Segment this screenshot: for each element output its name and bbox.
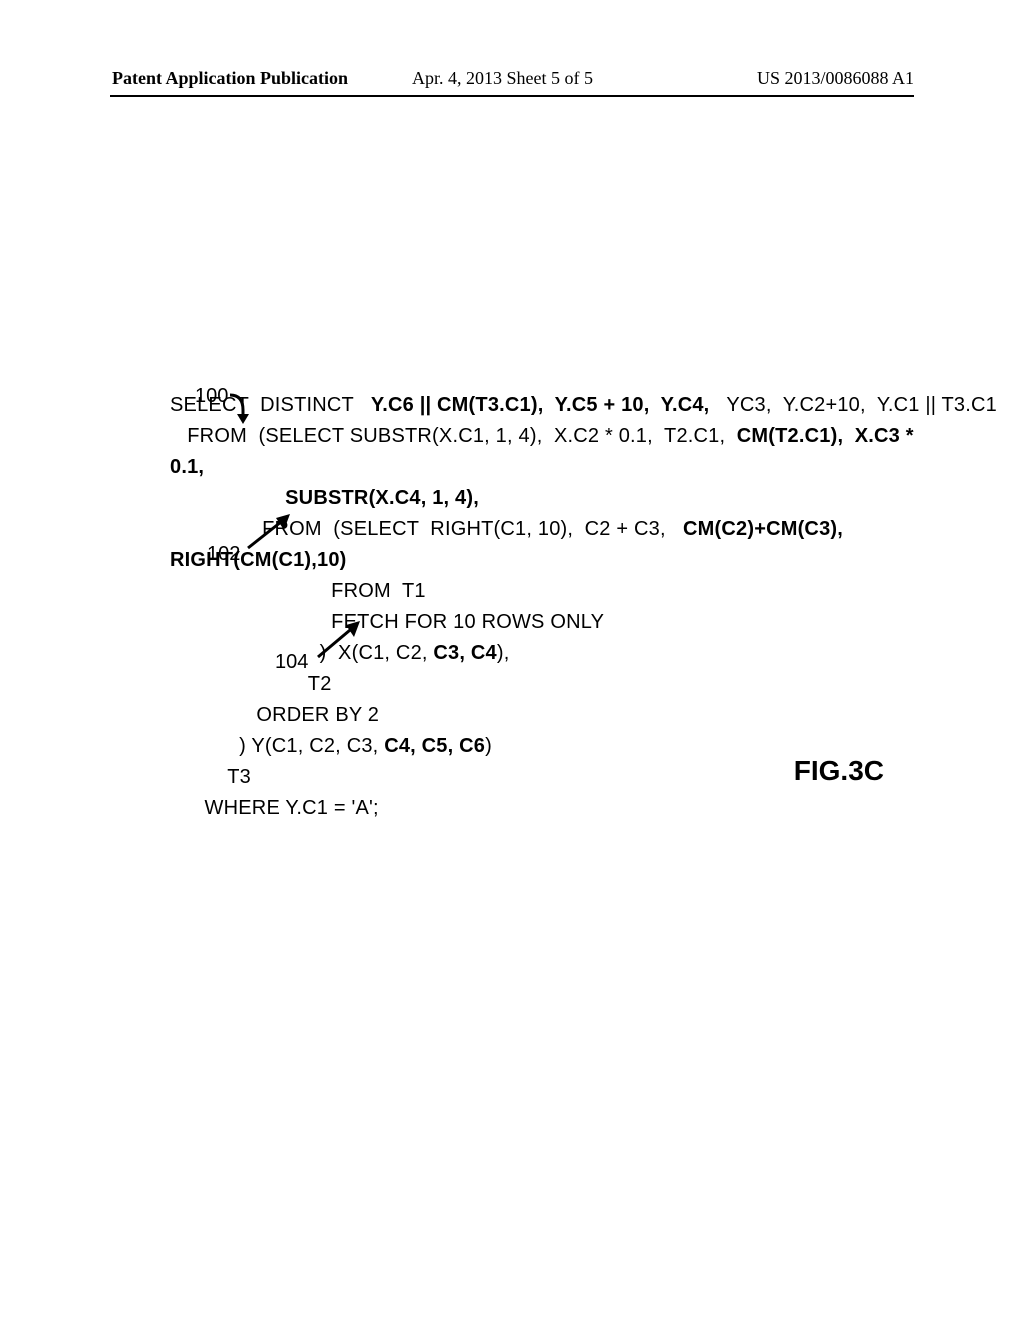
sql-line-14: WHERE Y.C1 = 'A'; xyxy=(170,793,934,824)
t: Y.C6 || CM(T3.C1), Y.C5 + 10, Y.C4, xyxy=(371,394,710,416)
t: YC3, Y.C2+10, Y.C1 || T3.C1 xyxy=(709,394,997,416)
t: FROM (SELECT RIGHT(C1, 10), C2 + C3, xyxy=(170,518,683,540)
t: C3, C4 xyxy=(433,642,496,664)
t: ) X(C1, C2, xyxy=(170,642,433,664)
page: Patent Application Publication Apr. 4, 2… xyxy=(0,0,1024,1320)
t: CM(C2)+CM(C3), xyxy=(683,518,843,540)
sql-line-11: ORDER BY 2 xyxy=(170,700,934,731)
sql-line-7: FROM T1 xyxy=(170,576,934,607)
sql-line-8: FETCH FOR 10 ROWS ONLY xyxy=(170,607,934,638)
sql-line-1: SELECT DISTINCT Y.C6 || CM(T3.C1), Y.C5 … xyxy=(170,390,934,421)
sql-line-10: T2 xyxy=(170,669,934,700)
sql-line-6: RIGHT(CM(C1),10) xyxy=(170,545,934,576)
t: CM(T2.C1), X.C3 * xyxy=(737,425,914,447)
t: FROM (SELECT SUBSTR(X.C1, 1, 4), X.C2 * … xyxy=(170,425,737,447)
t: SELECT DISTINCT xyxy=(170,394,371,416)
sql-line-4: SUBSTR(X.C4, 1, 4), xyxy=(170,483,934,514)
sql-line-5: FROM (SELECT RIGHT(C1, 10), C2 + C3, CM(… xyxy=(170,514,934,545)
sql-line-3: 0.1, xyxy=(170,452,934,483)
t: ), xyxy=(497,642,510,664)
sql-line-9: ) X(C1, C2, C3, C4), xyxy=(170,638,934,669)
t: ) xyxy=(485,735,492,757)
figure-label: FIG.3C xyxy=(794,755,884,787)
t: SUBSTR(X.C4, 1, 4), xyxy=(285,487,479,509)
sql-line-2: FROM (SELECT SUBSTR(X.C1, 1, 4), X.C2 * … xyxy=(170,421,934,452)
header-left: Patent Application Publication xyxy=(112,68,348,89)
header-mid: Apr. 4, 2013 Sheet 5 of 5 xyxy=(412,68,593,89)
header-rule xyxy=(110,95,914,97)
t: C4, C5, C6 xyxy=(384,735,485,757)
header-right: US 2013/0086088 A1 xyxy=(757,68,914,89)
t: ) Y(C1, C2, C3, xyxy=(170,735,384,757)
page-header: Patent Application Publication Apr. 4, 2… xyxy=(112,68,914,89)
